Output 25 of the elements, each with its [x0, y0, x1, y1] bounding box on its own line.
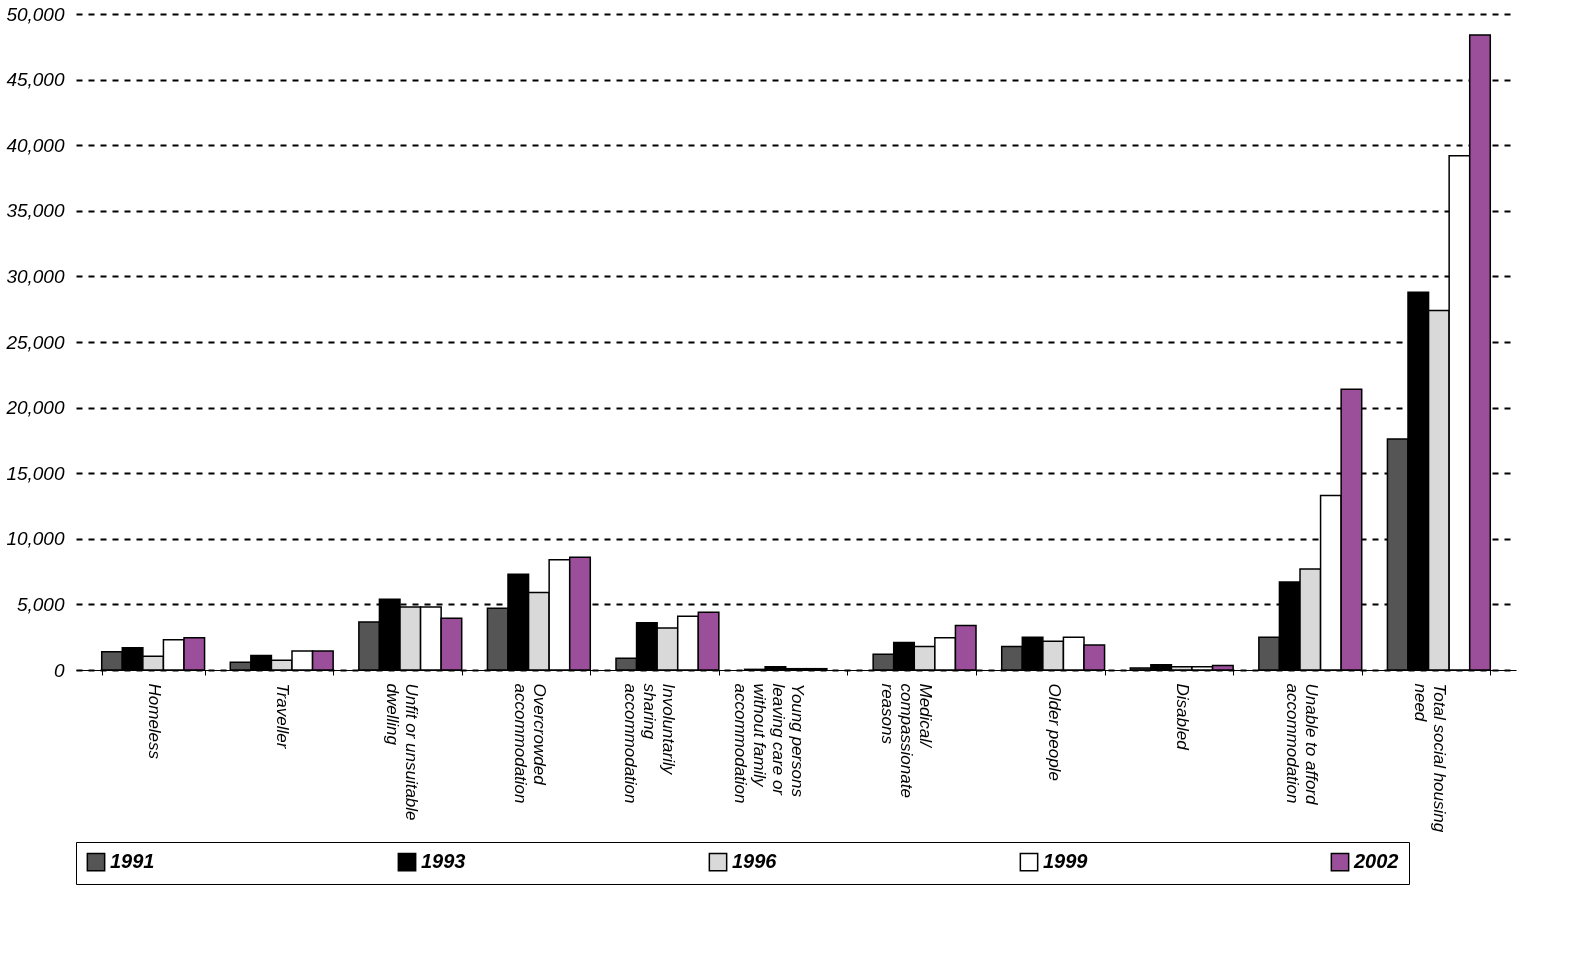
- x-tick-label: Overcrowded accommodation: [511, 683, 550, 804]
- x-tick-label: Older people: [1044, 683, 1064, 781]
- y-tick-label: 20,000: [5, 397, 65, 419]
- x-tick-label: Unfit or unsuitable dwelling: [382, 683, 421, 821]
- legend-label: 1991: [110, 850, 155, 873]
- x-tick-label: Homeless: [144, 683, 164, 760]
- y-tick-label: 15,000: [6, 462, 65, 484]
- y-tick-label: 40,000: [6, 134, 65, 156]
- y-tick-label: 45,000: [6, 69, 65, 91]
- x-tick-label: Medical/ compassionate reasons: [878, 683, 936, 798]
- x-tick-label: Disabled: [1173, 683, 1193, 751]
- y-tick-label: 0: [53, 659, 65, 681]
- y-tick-label: 25,000: [5, 331, 65, 353]
- y-tick-label: 30,000: [6, 265, 65, 287]
- y-tick-label: 10,000: [6, 528, 65, 550]
- y-tick-label: 5,000: [16, 593, 65, 615]
- legend-label: 1993: [421, 850, 466, 873]
- legend-label: 1999: [1043, 850, 1089, 873]
- x-tick-label: Total social housing need: [1411, 683, 1450, 833]
- legend-label: 1996: [732, 850, 778, 873]
- x-tick-label: Traveller: [273, 683, 293, 750]
- legend-label: 2002: [1353, 850, 1399, 873]
- y-tick-label: 50,000: [6, 3, 65, 25]
- x-tick-label: Unable to afford accommodation: [1282, 683, 1321, 806]
- y-tick-label: 35,000: [6, 200, 65, 222]
